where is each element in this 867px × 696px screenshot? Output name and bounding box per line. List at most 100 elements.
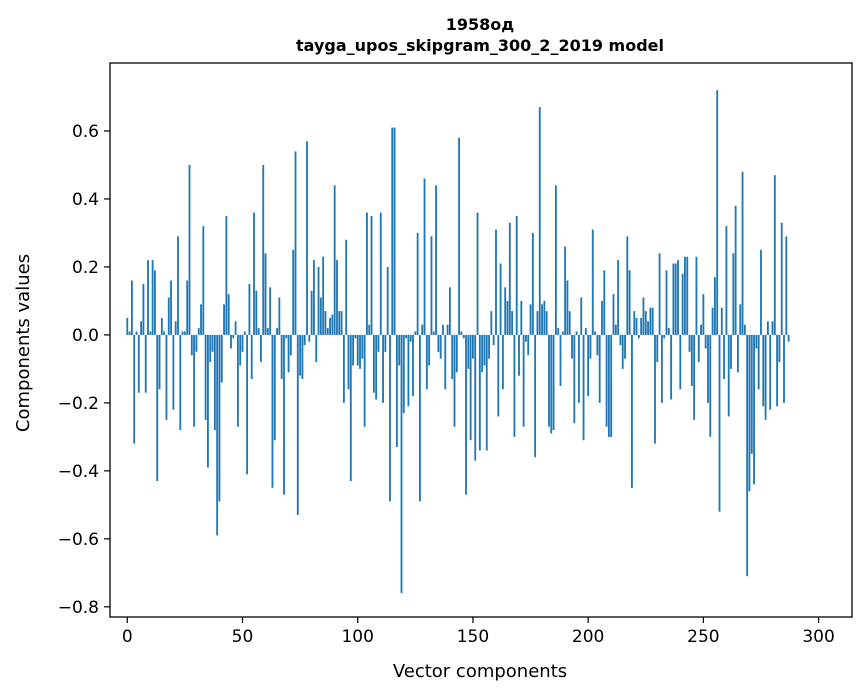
- bar: [135, 331, 138, 335]
- bar: [160, 317, 163, 335]
- bar: [674, 263, 677, 335]
- bar: [393, 127, 396, 335]
- bar: [750, 334, 753, 454]
- bar: [190, 334, 193, 356]
- bar: [686, 256, 689, 335]
- bar: [723, 334, 726, 380]
- bar: [331, 314, 334, 335]
- bar: [128, 331, 131, 335]
- bar: [377, 334, 380, 352]
- bar: [260, 334, 262, 363]
- bar: [326, 328, 329, 335]
- bar: [776, 334, 779, 407]
- axes-frame: [109, 62, 853, 618]
- bar: [130, 280, 133, 335]
- bar: [582, 334, 585, 441]
- bar: [647, 321, 649, 335]
- bar: [511, 311, 514, 335]
- bar: [186, 280, 189, 335]
- bar: [379, 212, 382, 335]
- x-tick-label: 250: [687, 627, 719, 647]
- bar: [559, 334, 562, 386]
- bar: [739, 304, 742, 335]
- y-tick-label: −0.6: [58, 530, 99, 550]
- bar: [200, 304, 202, 335]
- bar: [140, 321, 143, 335]
- bar: [395, 334, 398, 448]
- bar: [462, 334, 465, 339]
- bar: [308, 334, 311, 342]
- bar: [543, 300, 546, 335]
- bar: [345, 239, 348, 335]
- bar: [144, 334, 147, 393]
- bar: [428, 334, 431, 366]
- bar: [504, 287, 507, 335]
- bar: [419, 334, 421, 502]
- y-tick-label: 0.6: [72, 122, 99, 142]
- bar: [414, 331, 417, 335]
- bar: [566, 280, 569, 335]
- bar: [389, 334, 391, 502]
- bar: [727, 334, 730, 417]
- bar: [271, 334, 274, 488]
- bar: [188, 164, 191, 335]
- bar: [481, 334, 484, 373]
- bar: [276, 328, 278, 335]
- bar: [520, 300, 523, 335]
- chart-title: 1958од: [446, 15, 515, 34]
- bar: [734, 205, 737, 335]
- bar: [598, 334, 601, 403]
- bar: [766, 321, 769, 335]
- bars-group: [126, 90, 790, 594]
- bar: [704, 334, 707, 349]
- bar: [342, 334, 345, 403]
- bar: [568, 311, 571, 335]
- bar: [216, 334, 219, 536]
- bar: [430, 236, 433, 335]
- bar: [248, 283, 251, 335]
- bar: [126, 317, 129, 335]
- bar: [207, 334, 209, 468]
- bar: [405, 334, 408, 339]
- bar: [667, 328, 670, 335]
- bar: [354, 334, 357, 339]
- bar: [366, 212, 368, 335]
- bar: [557, 328, 560, 335]
- bar: [605, 334, 608, 427]
- bar: [209, 334, 212, 363]
- chart-subtitle: tayga_upos_skipgram_300_2_2019 model: [296, 36, 664, 55]
- bar: [575, 331, 578, 335]
- bar: [292, 249, 295, 335]
- bar: [356, 334, 359, 366]
- bar: [402, 334, 405, 414]
- bar: [746, 334, 749, 577]
- bar: [368, 324, 371, 335]
- bar: [515, 215, 518, 335]
- bar: [156, 334, 159, 482]
- x-tick-label: 100: [341, 627, 373, 647]
- bar: [594, 331, 596, 335]
- bar: [218, 334, 221, 502]
- bar: [587, 334, 590, 397]
- bar: [435, 185, 437, 335]
- bar: [432, 331, 435, 335]
- bar: [713, 277, 716, 335]
- bar: [492, 334, 495, 346]
- bar: [232, 334, 235, 339]
- bar: [483, 334, 486, 366]
- bar: [670, 334, 673, 400]
- x-tick-label: 200: [572, 627, 604, 647]
- bar: [693, 334, 696, 420]
- bar: [287, 334, 290, 373]
- bar: [495, 229, 497, 335]
- y-tick-label: −0.2: [58, 394, 99, 414]
- bar: [476, 212, 479, 335]
- bar: [421, 324, 424, 335]
- bar: [584, 328, 587, 335]
- y-axis-label: Components values: [13, 254, 34, 432]
- bar: [137, 334, 140, 393]
- bar: [303, 334, 306, 346]
- bar: [375, 334, 378, 400]
- bar: [151, 260, 154, 335]
- bar: [474, 334, 477, 461]
